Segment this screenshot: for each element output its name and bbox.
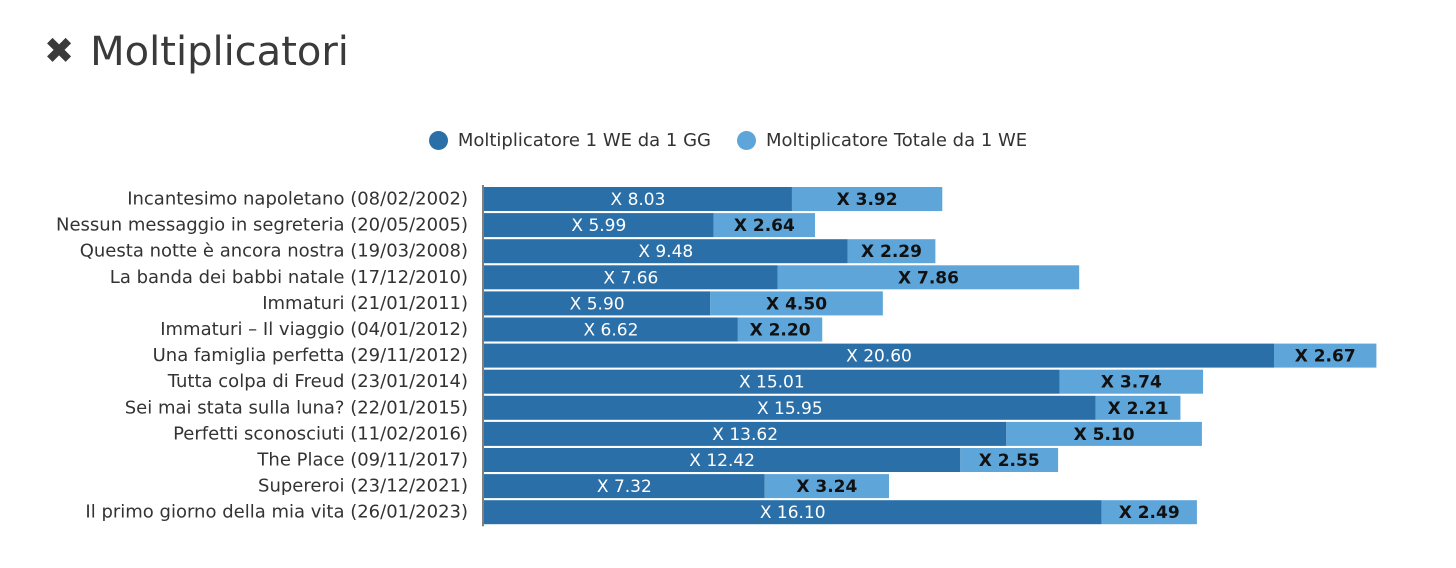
legend-label-series-2: Moltiplicatore Totale da 1 WE bbox=[765, 130, 1028, 151]
category-label: Sei mai stata sulla luna? (22/01/2015) bbox=[125, 397, 468, 418]
data-label-series-1: X 13.62 bbox=[712, 425, 778, 445]
category-label: Incantesimo napoletano (08/02/2002) bbox=[127, 189, 468, 210]
data-label-series-1: X 6.62 bbox=[583, 321, 638, 341]
bar-series-1[interactable] bbox=[484, 213, 714, 238]
data-label-series-1: X 7.32 bbox=[597, 477, 652, 497]
bar-series-2[interactable] bbox=[764, 474, 889, 499]
data-label-series-2: X 7.86 bbox=[898, 268, 959, 288]
bar-series-2[interactable] bbox=[1059, 369, 1204, 394]
data-label-series-2: X 2.20 bbox=[750, 321, 811, 341]
category-label: Immaturi (21/01/2011) bbox=[262, 293, 468, 314]
chart-legend: Moltiplicatore 1 WE da 1 GG Moltiplicato… bbox=[0, 130, 1456, 151]
bar-series-2[interactable] bbox=[960, 448, 1059, 472]
data-label-series-2: X 5.10 bbox=[1074, 425, 1135, 445]
data-label-series-2: X 2.29 bbox=[861, 242, 922, 262]
bar-series-2[interactable] bbox=[791, 187, 943, 211]
bar-series-1[interactable] bbox=[484, 500, 1102, 525]
data-label-series-2: X 3.24 bbox=[796, 477, 857, 497]
legend-item-series-1[interactable]: Moltiplicatore 1 WE da 1 GG bbox=[428, 130, 711, 151]
bar-series-1[interactable] bbox=[484, 317, 738, 342]
data-label-series-2: X 3.92 bbox=[837, 190, 898, 210]
bar-series-1[interactable] bbox=[484, 421, 1007, 446]
data-label-series-1: X 5.99 bbox=[571, 216, 626, 236]
category-label: Una famiglia perfetta (29/11/2012) bbox=[153, 345, 468, 366]
category-label: Perfetti sconosciuti (11/02/2016) bbox=[173, 423, 468, 444]
data-label-series-1: X 5.90 bbox=[570, 294, 625, 314]
bar-series-1[interactable] bbox=[484, 395, 1096, 420]
data-label-series-1: X 8.03 bbox=[611, 190, 666, 210]
bar-series-2[interactable] bbox=[713, 213, 815, 238]
close-x-icon: ✖ bbox=[44, 31, 75, 72]
bar-series-1[interactable] bbox=[484, 343, 1275, 368]
category-label: Nessun messaggio in segreteria (20/05/20… bbox=[56, 215, 468, 236]
data-label-series-1: X 16.10 bbox=[760, 503, 826, 523]
data-label-series-2: X 2.21 bbox=[1108, 399, 1169, 419]
legend-label-series-1: Moltiplicatore 1 WE da 1 GG bbox=[457, 130, 711, 151]
page-title: Moltiplicatori bbox=[90, 29, 349, 75]
bar-series-2[interactable] bbox=[777, 265, 1080, 290]
bar-series-1[interactable] bbox=[484, 369, 1060, 394]
category-label: Immaturi – Il viaggio (04/01/2012) bbox=[160, 319, 468, 340]
data-label-series-2: X 4.50 bbox=[766, 294, 827, 314]
category-label: Supereroi (23/12/2021) bbox=[258, 476, 468, 497]
legend-swatch-series-2 bbox=[736, 131, 756, 150]
bar-series-2[interactable] bbox=[1095, 395, 1181, 420]
bar-series-2[interactable] bbox=[710, 291, 883, 316]
bar-series-2[interactable] bbox=[1274, 343, 1377, 368]
bar-series-1[interactable] bbox=[484, 265, 778, 290]
bar-series-2[interactable] bbox=[1006, 421, 1202, 446]
chart-title: ✖ Moltiplicatori bbox=[44, 32, 349, 72]
data-label-series-1: X 15.01 bbox=[739, 373, 805, 393]
category-label: Il primo giorno della mia vita (26/01/20… bbox=[85, 502, 468, 523]
legend-swatch-series-1 bbox=[428, 131, 448, 150]
data-label-series-2: X 2.49 bbox=[1119, 503, 1180, 523]
legend-item-series-2[interactable]: Moltiplicatore Totale da 1 WE bbox=[736, 130, 1028, 151]
data-label-series-1: X 7.66 bbox=[603, 268, 658, 288]
data-label-series-2: X 2.55 bbox=[979, 451, 1040, 471]
bar-series-1[interactable] bbox=[484, 474, 765, 499]
bar-series-1[interactable] bbox=[484, 187, 792, 211]
category-label: La banda dei babbi natale (17/12/2010) bbox=[110, 267, 468, 288]
bar-series-2[interactable] bbox=[1101, 500, 1197, 525]
bar-series-2[interactable] bbox=[847, 239, 936, 264]
category-label: The Place (09/11/2017) bbox=[256, 450, 468, 471]
data-label-series-2: X 2.67 bbox=[1295, 347, 1356, 367]
bar-series-2[interactable] bbox=[737, 317, 823, 342]
data-label-series-1: X 9.48 bbox=[638, 242, 693, 262]
category-label: Questa notte è ancora nostra (19/03/2008… bbox=[80, 241, 468, 262]
data-label-series-1: X 15.95 bbox=[757, 399, 823, 419]
bar-series-1[interactable] bbox=[484, 239, 848, 264]
data-label-series-2: X 2.64 bbox=[734, 216, 795, 236]
bar-series-1[interactable] bbox=[484, 291, 711, 316]
data-label-series-2: X 3.74 bbox=[1101, 373, 1162, 393]
data-label-series-1: X 20.60 bbox=[846, 347, 912, 367]
category-label: Tutta colpa di Freud (23/01/2014) bbox=[167, 371, 468, 392]
bar-series-1[interactable] bbox=[484, 448, 961, 472]
data-label-series-1: X 12.42 bbox=[689, 451, 755, 471]
